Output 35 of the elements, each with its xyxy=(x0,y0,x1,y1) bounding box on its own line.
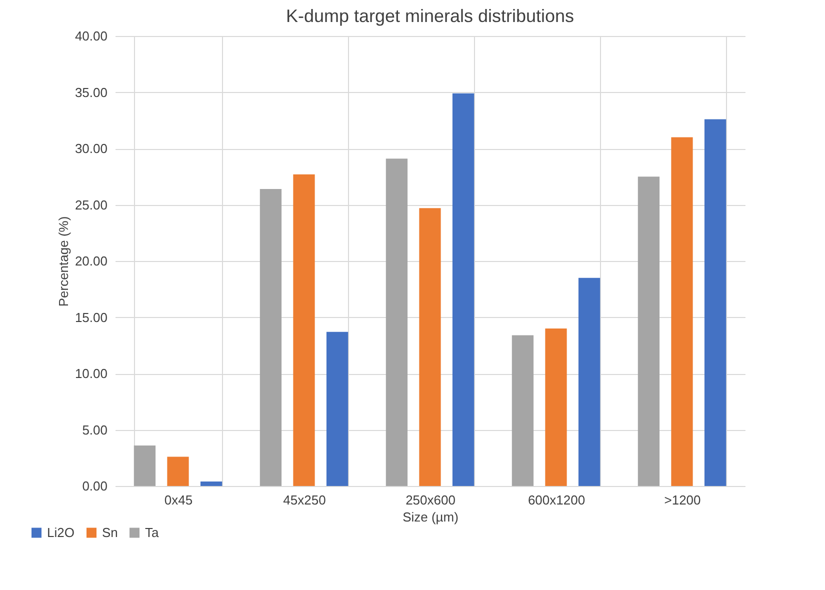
x-tick-label: >1200 xyxy=(664,492,701,508)
chart-title: K-dump target minerals distributions xyxy=(286,6,574,26)
bar xyxy=(326,332,348,486)
y-tick-label: 20.00 xyxy=(74,254,108,268)
bar xyxy=(200,482,222,486)
y-tick-label: 0.00 xyxy=(82,478,108,494)
bar xyxy=(704,119,726,486)
y-tick-label: 25.00 xyxy=(74,197,108,212)
bar xyxy=(638,176,660,486)
bar xyxy=(134,446,156,486)
x-tick-label: 250x600 xyxy=(406,492,456,508)
bar xyxy=(293,174,315,486)
y-tick-label: 35.00 xyxy=(74,84,108,100)
bar xyxy=(260,189,282,486)
y-tick-label: 30.00 xyxy=(74,141,108,156)
bar xyxy=(419,208,441,486)
legend-label: Sn xyxy=(102,524,118,540)
y-tick-label: 15.00 xyxy=(74,310,108,325)
legend-label: Ta xyxy=(145,524,160,540)
bar xyxy=(167,456,189,486)
x-tick-label: 600x1200 xyxy=(528,492,586,508)
y-tick-label: 5.00 xyxy=(82,422,108,438)
x-tick-label: 45x250 xyxy=(283,492,326,508)
bar xyxy=(545,328,567,486)
bar xyxy=(578,278,600,486)
y-tick-label: 10.00 xyxy=(74,366,108,381)
x-axis-title: Size (µm) xyxy=(402,510,458,524)
bar xyxy=(452,93,474,486)
bar xyxy=(386,158,408,486)
bar xyxy=(671,137,693,486)
y-axis-title: Percentage (%) xyxy=(56,216,71,307)
legend-label: Li2O xyxy=(47,524,74,540)
y-tick-label: 40.00 xyxy=(74,28,108,44)
x-tick-label: 0x45 xyxy=(164,492,193,508)
bar xyxy=(512,335,534,486)
